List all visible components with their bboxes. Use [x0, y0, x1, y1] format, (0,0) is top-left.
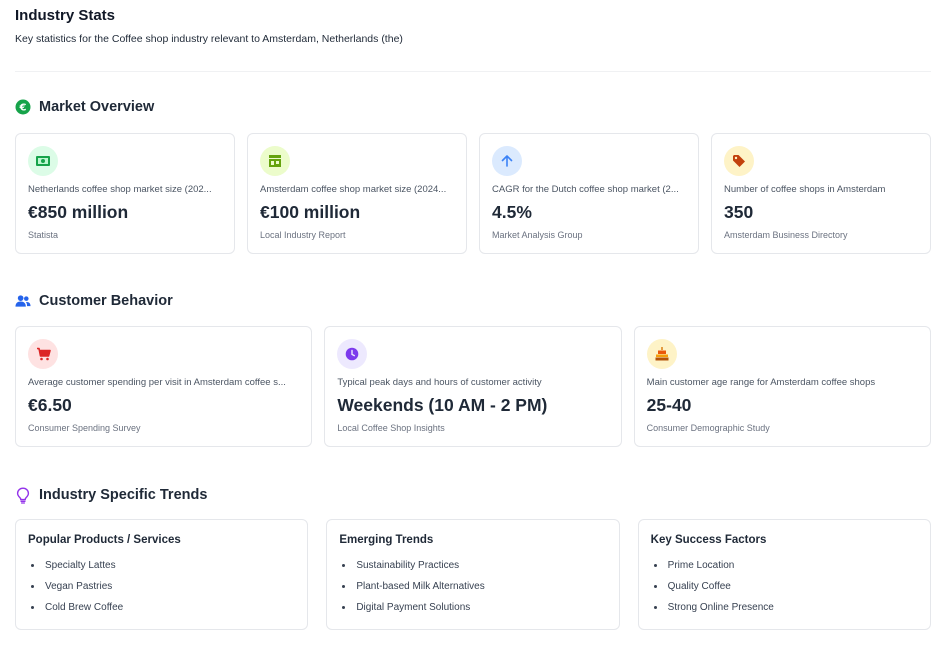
stat-label: Number of coffee shops in Amsterdam [724, 184, 886, 195]
tag-icon [724, 146, 754, 176]
arrow-up-icon [492, 146, 522, 176]
stat-value: €850 million [28, 202, 129, 222]
stat-label: Average customer spending per visit in A… [28, 377, 286, 388]
list-item: Specialty Lattes [28, 555, 295, 576]
trend-card-title: Popular Products / Services [28, 534, 181, 546]
bullet [342, 585, 346, 588]
stat-value: €6.50 [28, 395, 72, 415]
stat-value: 4.5% [492, 202, 532, 222]
stat-value: €100 million [260, 202, 361, 222]
stat-source: Consumer Demographic Study [646, 423, 770, 433]
page-title: Industry Stats [15, 7, 116, 24]
bullet [342, 564, 346, 567]
list-item: Vegan Pastries [28, 576, 295, 597]
stat-source: Consumer Spending Survey [28, 423, 141, 433]
list-item: Sustainability Practices [339, 555, 606, 576]
customer-behavior-cards: Average customer spending per visit in A… [15, 326, 931, 447]
stat-card: Netherlands coffee shop market size (202… [15, 133, 235, 254]
stat-card: Main customer age range for Amsterdam co… [633, 326, 931, 447]
svg-text:€: € [19, 103, 27, 114]
clock-icon [337, 339, 368, 369]
list-item-text: Plant-based Milk Alternatives [356, 581, 485, 592]
stat-card: Number of coffee shops in Amsterdam 350 … [711, 133, 931, 254]
bullet [342, 606, 346, 609]
header-divider [15, 71, 931, 72]
customer-behavior-header: Customer Behavior [15, 293, 173, 309]
trend-card: Key Success Factors Prime Location Quali… [637, 519, 931, 630]
bullet [31, 564, 34, 567]
list-item-text: Prime Location [667, 560, 735, 571]
trend-card-title: Key Success Factors [650, 534, 767, 546]
stat-source: Local Coffee Shop Insights [337, 423, 445, 433]
stat-source: Amsterdam Business Directory [724, 230, 848, 240]
list-item-text: Digital Payment Solutions [356, 602, 471, 613]
list-item: Cold Brew Coffee [28, 597, 295, 618]
list-item: Plant-based Milk Alternatives [339, 576, 606, 597]
market-overview-cards: Netherlands coffee shop market size (202… [15, 133, 931, 254]
stat-source: Local Industry Report [260, 230, 346, 240]
market-overview-title: Market Overview [39, 99, 155, 115]
list-item-text: Strong Online Presence [667, 602, 774, 613]
stat-card: Amsterdam coffee shop market size (2024.… [247, 133, 467, 254]
list-item: Quality Coffee [651, 576, 918, 597]
list-item: Strong Online Presence [651, 597, 918, 618]
stat-value: 25-40 [646, 395, 692, 415]
cake-icon [646, 339, 677, 369]
trends-title: Industry Specific Trends [39, 487, 208, 503]
trends-header: Industry Specific Trends [15, 486, 208, 504]
stat-card: Average customer spending per visit in A… [15, 326, 313, 447]
stat-card: Typical peak days and hours of customer … [324, 326, 622, 447]
trends-cards: Popular Products / Services Specialty La… [15, 519, 931, 630]
list-item: Digital Payment Solutions [339, 597, 606, 618]
bullet [653, 606, 657, 609]
stat-label: Typical peak days and hours of customer … [337, 377, 542, 388]
stat-source: Statista [28, 230, 59, 240]
money-icon [28, 146, 58, 176]
stat-source: Market Analysis Group [492, 230, 583, 240]
market-overview-header: € Market Overview [15, 99, 154, 115]
stat-value: 350 [724, 202, 754, 222]
lightbulb-icon [15, 486, 31, 504]
stat-label: Netherlands coffee shop market size (202… [28, 184, 212, 195]
list-item-text: Cold Brew Coffee [45, 602, 124, 613]
list-item-text: Specialty Lattes [45, 560, 116, 571]
bullet [653, 585, 657, 588]
euro-icon: € [15, 99, 31, 115]
trend-card-title: Emerging Trends [339, 534, 434, 546]
list-item-text: Quality Coffee [667, 581, 731, 592]
page-subtitle: Key statistics for the Coffee shop indus… [15, 33, 403, 45]
stat-value: Weekends (10 AM - 2 PM) [337, 395, 548, 415]
cart-icon [28, 339, 58, 369]
users-icon [15, 293, 31, 309]
stat-label: Amsterdam coffee shop market size (2024.… [260, 184, 447, 195]
list-item-text: Vegan Pastries [45, 581, 113, 592]
bullet [31, 606, 34, 609]
stat-label: Main customer age range for Amsterdam co… [646, 377, 876, 388]
trend-card: Emerging Trends Sustainability Practices… [326, 519, 620, 630]
bullet [31, 585, 34, 588]
stat-card: CAGR for the Dutch coffee shop market (2… [479, 133, 699, 254]
customer-behavior-title: Customer Behavior [39, 293, 173, 309]
list-item: Prime Location [651, 555, 918, 576]
bullet [653, 564, 657, 567]
storefront-icon [260, 146, 290, 176]
list-item-text: Sustainability Practices [356, 560, 460, 571]
trend-card: Popular Products / Services Specialty La… [15, 519, 309, 630]
stat-label: CAGR for the Dutch coffee shop market (2… [492, 184, 679, 195]
